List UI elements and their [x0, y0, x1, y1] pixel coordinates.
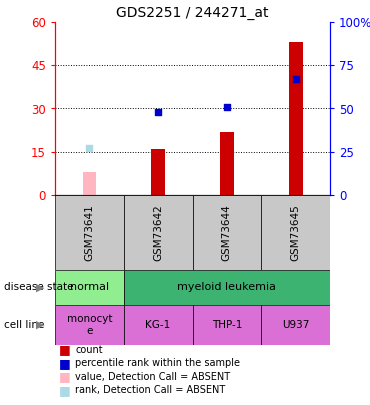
- Text: percentile rank within the sample: percentile rank within the sample: [75, 358, 240, 369]
- Point: [224, 104, 230, 110]
- Bar: [124, 305, 192, 345]
- Bar: [261, 195, 330, 270]
- Point: [155, 109, 161, 115]
- Text: ■: ■: [59, 384, 70, 396]
- Text: normal: normal: [70, 283, 109, 292]
- Text: count: count: [75, 345, 103, 355]
- Text: GSM73645: GSM73645: [290, 204, 300, 261]
- Bar: [192, 305, 261, 345]
- Text: cell line: cell line: [4, 320, 44, 330]
- Text: GSM73642: GSM73642: [153, 204, 163, 261]
- Text: myeloid leukemia: myeloid leukemia: [177, 283, 276, 292]
- Bar: [192, 195, 261, 270]
- Text: value, Detection Call = ABSENT: value, Detection Call = ABSENT: [75, 372, 231, 382]
- Text: ▶: ▶: [36, 283, 44, 292]
- Text: U937: U937: [282, 320, 309, 330]
- Bar: [55, 270, 124, 305]
- Text: KG-1: KG-1: [145, 320, 171, 330]
- Point: [87, 145, 92, 151]
- Bar: [124, 270, 330, 305]
- Text: GSM73641: GSM73641: [84, 204, 94, 261]
- Bar: [151, 149, 165, 195]
- Bar: [124, 195, 192, 270]
- Text: ▶: ▶: [36, 320, 44, 330]
- Bar: [261, 305, 330, 345]
- Text: ■: ■: [59, 370, 70, 383]
- Text: THP-1: THP-1: [212, 320, 242, 330]
- Bar: [83, 172, 96, 195]
- Text: disease state: disease state: [4, 283, 73, 292]
- Text: rank, Detection Call = ABSENT: rank, Detection Call = ABSENT: [75, 385, 226, 395]
- Bar: [289, 42, 303, 195]
- Bar: [220, 132, 234, 195]
- Title: GDS2251 / 244271_at: GDS2251 / 244271_at: [116, 6, 269, 19]
- Bar: [55, 305, 124, 345]
- Text: ■: ■: [59, 343, 70, 356]
- Text: ■: ■: [59, 357, 70, 370]
- Text: GSM73644: GSM73644: [222, 204, 232, 261]
- Bar: [55, 195, 124, 270]
- Text: monocyt
e: monocyt e: [67, 314, 112, 336]
- Point: [293, 76, 299, 82]
